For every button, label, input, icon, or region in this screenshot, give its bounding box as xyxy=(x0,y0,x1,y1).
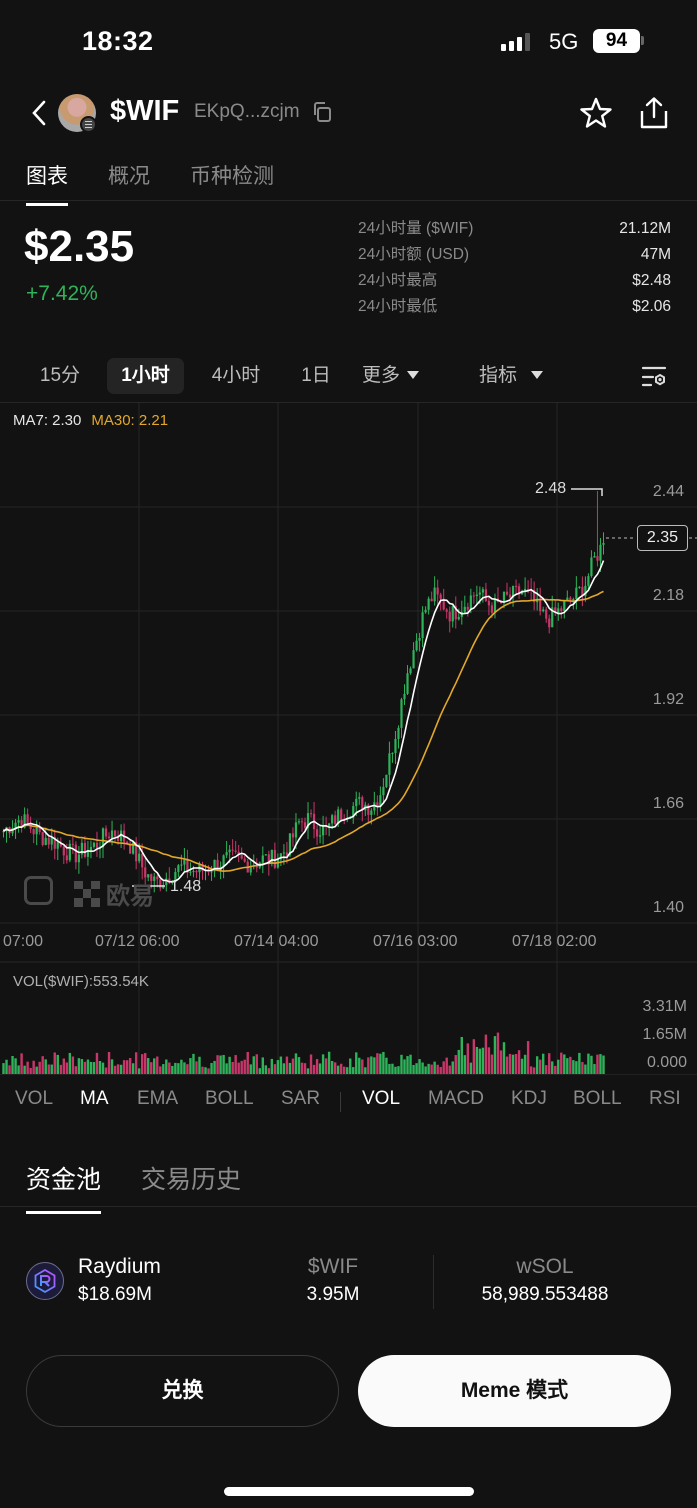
watermark-text: 欧易 xyxy=(106,883,154,910)
divider xyxy=(340,1092,341,1112)
current-price-tag: 2.35 xyxy=(637,525,688,551)
indicator-tabs: VOL MA EMA BOLL SAR VOL MACD KDJ BOLL RS… xyxy=(0,1088,697,1118)
ma30-value: MA30: 2.21 xyxy=(91,412,169,429)
timeframe-15m[interactable]: 15分 xyxy=(39,365,81,386)
copy-icon[interactable] xyxy=(311,101,333,123)
watermark: 欧易 xyxy=(74,876,154,911)
network-label: 5G xyxy=(549,29,579,54)
battery-icon: 94 xyxy=(593,29,640,53)
stat-row-low: 24小时最低 $2.06 xyxy=(358,296,671,322)
meme-mode-button[interactable]: Meme 模式 xyxy=(358,1355,671,1427)
share-icon[interactable] xyxy=(638,96,670,130)
stat-label: 24小时最低 xyxy=(358,298,438,315)
pool-col-value-wif: 3.95M xyxy=(306,1284,360,1305)
timeframe-1h[interactable]: 1小时 xyxy=(107,358,184,394)
sub-indicator-macd[interactable]: MACD xyxy=(428,1088,484,1109)
indicator-ema[interactable]: EMA xyxy=(137,1088,179,1109)
pool-col-header-wif: $WIF xyxy=(307,1255,359,1278)
fullscreen-expand-icon[interactable] xyxy=(24,876,53,905)
volume-title: VOL($WIF):553.54K xyxy=(13,973,149,990)
okx-logo-icon xyxy=(74,880,100,907)
more-dropdown[interactable]: 更多 xyxy=(362,358,442,394)
chain-badge-icon xyxy=(80,116,97,133)
timeframe-1d[interactable]: 1日 xyxy=(301,365,331,386)
stats-panel: 24小时量 ($WIF) 21.12M 24小时额 (USD) 47M 24小时最高… xyxy=(358,218,671,322)
status-time: 18:32 xyxy=(82,26,154,56)
stat-row-volume: 24小时量 ($WIF) 21.12M xyxy=(358,218,671,244)
indicator-boll[interactable]: BOLL xyxy=(205,1088,254,1109)
timeframe-4h[interactable]: 4小时 xyxy=(211,365,261,386)
x-axis-label: 07/16 03:00 xyxy=(373,933,458,950)
tab-overview[interactable]: 概况 xyxy=(108,165,150,188)
indicator-sar[interactable]: SAR xyxy=(281,1088,321,1109)
high-marker-label: 2.48 xyxy=(535,480,567,497)
divider xyxy=(0,402,697,403)
indicator-dropdown[interactable]: 指标 xyxy=(479,358,559,394)
timeframe-bar: 15分 1小时 4小时 1日 更多 指标 xyxy=(0,358,697,396)
tab-token-check[interactable]: 币种检测 xyxy=(190,165,274,188)
token-symbol: $WIF xyxy=(110,95,180,127)
y-axis-label: 2.18 xyxy=(652,587,684,604)
back-chevron-icon[interactable] xyxy=(28,96,50,130)
swap-button[interactable]: 兑换 xyxy=(26,1355,339,1427)
tab-trade-history[interactable]: 交易历史 xyxy=(141,1166,242,1194)
caret-down-icon xyxy=(531,371,544,379)
x-axis-label: 07/18 02:00 xyxy=(512,933,597,950)
star-favorite-icon[interactable] xyxy=(579,96,613,130)
indicator-label: 指标 xyxy=(479,365,518,386)
top-tabs: 图表 概况 币种检测 xyxy=(26,160,274,206)
indicator-vol[interactable]: VOL xyxy=(15,1088,54,1109)
ma-legend: MA7: 2.30 MA30: 2.21 xyxy=(13,412,168,429)
ma7-value: MA7: 2.30 xyxy=(13,412,82,429)
y-axis-label: 1.92 xyxy=(652,691,684,708)
volume-axis-label: 1.65M xyxy=(642,1026,687,1043)
y-axis-label: 1.66 xyxy=(652,795,684,812)
signal-icon xyxy=(501,33,530,51)
pool-col-value-wsol: 58,989.553488 xyxy=(481,1284,609,1305)
y-axis-label: 2.44 xyxy=(652,483,684,500)
chart-settings-icon[interactable] xyxy=(641,364,669,390)
pool-tvl: $18.69M xyxy=(78,1284,152,1305)
token-address[interactable]: EKpQ...zcjm xyxy=(194,101,300,122)
x-axis-label: 07/14 04:00 xyxy=(234,933,319,950)
more-label: 更多 xyxy=(362,365,401,386)
stat-value: $2.48 xyxy=(632,272,671,289)
x-axis-label: 07/12 06:00 xyxy=(95,933,180,950)
pool-name[interactable]: Raydium xyxy=(78,1255,161,1278)
tab-liquidity-pool[interactable]: 资金池 xyxy=(26,1160,102,1214)
raydium-icon xyxy=(26,1262,64,1300)
divider xyxy=(0,200,697,201)
divider xyxy=(433,1255,434,1309)
tab-chart[interactable]: 图表 xyxy=(26,160,68,206)
stat-label: 24小时额 (USD) xyxy=(358,246,470,263)
candlestick-chart[interactable] xyxy=(0,403,697,1075)
volume-axis-label: 0.000 xyxy=(646,1054,687,1071)
stat-row-turnover: 24小时额 (USD) 47M xyxy=(358,244,671,270)
stat-value: $2.06 xyxy=(632,298,671,315)
caret-down-icon xyxy=(407,371,420,379)
pool-col-header-wsol: wSOL xyxy=(516,1255,574,1278)
stat-label: 24小时最高 xyxy=(358,272,438,289)
price-change: +7.42% xyxy=(26,282,98,305)
battery-tip xyxy=(641,36,644,45)
current-price: $2.35 xyxy=(24,222,135,271)
sub-indicator-rsi[interactable]: RSI xyxy=(649,1088,681,1109)
home-indicator xyxy=(224,1487,474,1496)
stat-row-high: 24小时最高 $2.48 xyxy=(358,270,671,296)
indicator-ma[interactable]: MA xyxy=(80,1088,109,1109)
sub-indicator-vol[interactable]: VOL xyxy=(362,1088,401,1109)
low-marker-label: 1.48 xyxy=(170,878,202,895)
sub-indicator-boll[interactable]: BOLL xyxy=(573,1088,622,1109)
volume-axis-label: 3.31M xyxy=(642,998,687,1015)
stat-value: 47M xyxy=(640,246,671,263)
y-axis-label: 1.40 xyxy=(652,899,684,916)
divider xyxy=(0,1206,697,1207)
stat-label: 24小时量 ($WIF) xyxy=(358,220,474,237)
pool-tabs: 资金池 交易历史 xyxy=(26,1160,242,1214)
x-axis-label: 07:00 xyxy=(3,933,44,950)
stat-value: 21.12M xyxy=(619,220,671,237)
sub-indicator-kdj[interactable]: KDJ xyxy=(511,1088,547,1109)
